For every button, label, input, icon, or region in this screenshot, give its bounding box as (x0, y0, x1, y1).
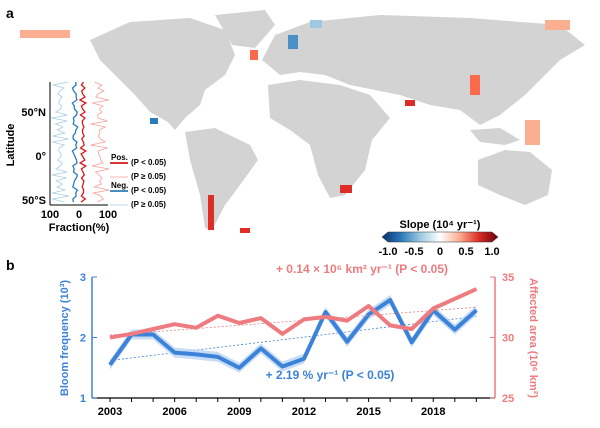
colorbar-tick: -1.0 (379, 246, 398, 258)
right-tick-label: 25 (502, 393, 514, 405)
left-axis-label: Bloom frequency (10³) (59, 280, 71, 396)
colorbar-tick: 0.5 (458, 246, 473, 258)
bloom-point (238, 367, 240, 369)
colorbar: Slope (10⁴ yr⁻¹) -1.0 -0.5 0 0.5 1.0 (379, 219, 500, 258)
bloom-point (174, 352, 176, 354)
bloom-point (281, 366, 283, 368)
area-point (454, 298, 456, 300)
x-tick-label: 2015 (356, 406, 380, 418)
world-map (90, 10, 585, 230)
north-america (90, 18, 235, 130)
colorbar-tick: 0 (437, 246, 443, 258)
bloom-point (389, 299, 391, 301)
area-point (368, 305, 370, 307)
bloom-point (217, 356, 219, 358)
area-point (303, 318, 305, 320)
x-tick-label: 2003 (98, 406, 122, 418)
x-tick-label: 2009 (227, 406, 251, 418)
area-point (325, 316, 326, 318)
area-point (238, 322, 240, 324)
area-point (109, 337, 111, 338)
colorbar-tick: -0.5 (405, 246, 424, 258)
trend-line-area (109, 306, 477, 336)
x-tick-label: 2006 (162, 406, 186, 418)
australia (478, 150, 552, 205)
area-point (195, 327, 197, 329)
area-point (346, 320, 348, 322)
inset-xtick: 100 (99, 209, 117, 221)
bloom-point (454, 329, 456, 331)
greenland (215, 10, 275, 48)
bloom-point (109, 364, 111, 366)
inset-ytick: 50°N (21, 107, 46, 119)
bloom-point (195, 353, 197, 355)
bloom-point (346, 341, 348, 343)
area-point (152, 328, 154, 330)
inset-ytick: 0° (35, 151, 46, 163)
bloom-point (411, 341, 413, 343)
bloom-point (368, 314, 370, 316)
area-point (174, 323, 176, 325)
panel-a-label: a (6, 5, 14, 21)
inset-xtick: 100 (41, 209, 59, 221)
bloom-point (325, 311, 326, 313)
inset-ytick: 50°S (22, 195, 46, 207)
colorbar-bar (381, 231, 499, 243)
neg-nonsig-line (51, 81, 70, 203)
neg-sig-line (71, 81, 79, 203)
area-point (260, 317, 262, 319)
pos-sig-line (78, 81, 88, 203)
area-trend-label: + 0.14 × 10⁶ km² yr⁻¹ (P < 0.05) (276, 262, 448, 276)
africa (268, 80, 390, 198)
colorbar-tick: 1.0 (484, 246, 499, 258)
bloom-trend-label: + 2.19 % yr⁻¹ (P < 0.05) (266, 368, 395, 382)
bloom-point (152, 333, 154, 335)
area-point (281, 333, 283, 335)
area-point (475, 288, 477, 290)
legend-label: (P < 0.05) (131, 158, 167, 167)
inset-xtick: 0 (76, 209, 82, 221)
bloom-series-line (108, 298, 478, 370)
area-point (131, 333, 133, 335)
area-point (411, 328, 413, 330)
eurasia (262, 15, 585, 125)
right-tick-label: 35 (502, 272, 514, 284)
area-point (217, 315, 219, 317)
bloom-point (303, 358, 305, 360)
bloom-point (475, 309, 477, 311)
bloom-point (260, 347, 262, 349)
left-tick-label: 3 (80, 272, 86, 284)
inset-xlabel: Fraction(%) (49, 222, 110, 234)
inset-ylabel: Latitude (5, 124, 17, 167)
panel-b-label: b (6, 257, 15, 273)
pos-nonsig-line (90, 81, 110, 203)
legend-group: Pos. (111, 153, 128, 162)
se-asia-islands (470, 128, 520, 145)
left-tick-label: 1 (80, 393, 86, 405)
timeseries-chart: 1 2 3 25 30 35 2003 2006 2009 2012 2015 2018 Bloom f… (59, 262, 539, 418)
south-america (185, 128, 258, 230)
right-axis-label: Affected area (10⁶ km²) (527, 278, 539, 398)
x-tick-label: 2012 (292, 406, 316, 418)
x-tick-label: 2018 (421, 406, 445, 418)
right-tick-label: 30 (502, 333, 514, 345)
legend-label: (P < 0.05) (131, 186, 167, 195)
area-point (432, 307, 434, 309)
area-point (389, 324, 391, 326)
left-tick-label: 2 (80, 333, 86, 345)
legend-label: (P ≥ 0.05) (131, 200, 166, 209)
legend-label: (P ≥ 0.05) (131, 172, 166, 181)
legend-group: Neg. (111, 181, 128, 190)
area-series-line (109, 287, 478, 340)
colorbar-title: Slope (10⁴ yr⁻¹) (400, 219, 481, 231)
slope-hotspots (20, 20, 570, 233)
